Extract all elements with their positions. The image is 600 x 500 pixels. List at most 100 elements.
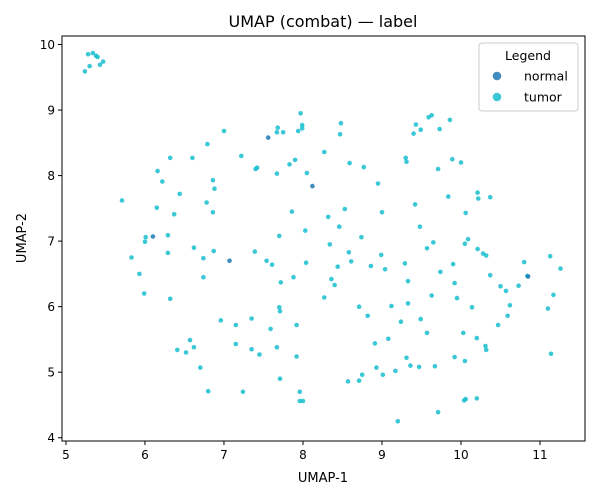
x-tick-label-8: 8 <box>299 448 307 462</box>
tumor-point-28 <box>177 191 182 197</box>
tumor-point-173 <box>474 396 480 401</box>
tumor-point-175 <box>483 343 488 349</box>
tumor-point-145 <box>257 352 262 357</box>
tumor-point-0 <box>82 69 88 74</box>
tumor-point-126 <box>389 303 394 309</box>
tumor-point-91 <box>378 252 384 258</box>
normal-point-1 <box>310 183 315 189</box>
tumor-point-176 <box>483 347 489 353</box>
x-tick-label-10: 10 <box>453 448 468 462</box>
y-axis-label: UMAP-2 <box>15 213 30 263</box>
tumor-point-142 <box>205 388 211 394</box>
tumor-point-123 <box>322 295 327 300</box>
tumor-point-118 <box>507 303 513 308</box>
tumor-point-101 <box>483 253 489 258</box>
tumor-point-47 <box>450 156 455 162</box>
x-tick-label-6: 6 <box>141 448 149 462</box>
tumor-point-131 <box>277 308 283 314</box>
tumor-point-168 <box>452 354 457 360</box>
tumor-point-41 <box>347 160 352 166</box>
legend: Legend normal tumor <box>478 42 579 112</box>
tumor-point-121 <box>505 313 510 319</box>
tumor-point-57 <box>204 200 209 205</box>
tumor-point-144 <box>249 347 254 352</box>
legend-entries: normal tumor <box>492 69 568 105</box>
tumor-point-8 <box>221 128 227 134</box>
tumor-point-78 <box>252 249 258 254</box>
tumor-point-42 <box>361 164 367 170</box>
tumor-point-177 <box>548 351 554 357</box>
tumor-point-108 <box>547 253 553 259</box>
tumor-point-140 <box>191 345 197 350</box>
tumor-point-164 <box>416 364 422 370</box>
tumor-point-153 <box>345 379 351 384</box>
tumor-point-117 <box>469 305 475 310</box>
tumor-point-119 <box>551 292 556 298</box>
tumor-point-12 <box>295 128 301 134</box>
tumor-point-99 <box>475 246 480 252</box>
tumor-point-43 <box>375 181 381 186</box>
tumor-point-77 <box>211 248 216 254</box>
tumor-point-83 <box>303 260 309 266</box>
tumor-point-154 <box>356 378 362 384</box>
tumor-point-114 <box>167 296 173 302</box>
tumor-point-178 <box>458 160 464 165</box>
tumor-point-80 <box>269 262 275 268</box>
tumor-point-13 <box>298 111 303 116</box>
tumor-point-22 <box>429 113 435 118</box>
tumor-point-111 <box>137 271 142 277</box>
tumor-point-157 <box>374 365 379 370</box>
tumor-point-93 <box>402 261 408 266</box>
tumor-point-103 <box>498 284 503 289</box>
tumor-point-109 <box>558 266 563 271</box>
y-tick-label-10: 10 <box>40 38 55 52</box>
tumor-point-70 <box>465 236 471 242</box>
tumor-point-5 <box>95 54 100 60</box>
y-tick-label-8: 8 <box>47 169 55 183</box>
tumor-point-71 <box>142 239 148 245</box>
tumor-point-33 <box>239 153 244 159</box>
tumor-point-29 <box>190 155 195 161</box>
legend-marker-tumor <box>492 92 502 102</box>
tumor-point-116 <box>454 295 460 301</box>
tumor-point-97 <box>450 261 456 267</box>
tumor-point-36 <box>274 171 280 176</box>
tumor-point-73 <box>165 232 171 238</box>
tumor-point-61 <box>303 228 308 233</box>
tumor-point-35 <box>254 165 260 170</box>
tumor-point-55 <box>154 205 160 210</box>
tumor-point-50 <box>487 194 493 200</box>
tumor-point-106 <box>521 259 527 265</box>
tumor-point-151 <box>297 398 303 404</box>
tumor-point-26 <box>167 155 173 161</box>
tumor-point-56 <box>171 212 177 217</box>
tumor-point-166 <box>432 364 438 369</box>
tumor-point-125 <box>365 313 371 319</box>
tumor-point-10 <box>274 130 280 135</box>
y-tick-label-7: 7 <box>47 235 55 249</box>
tumor-point-156 <box>372 341 378 346</box>
tumor-point-49 <box>476 196 481 201</box>
y-tick-label-4: 4 <box>47 431 55 445</box>
tumor-point-72 <box>143 234 148 240</box>
x-axis: 5 6 7 8 9 10 11 <box>62 441 548 462</box>
tumor-point-128 <box>418 316 424 322</box>
tumor-point-159 <box>386 336 391 342</box>
y-tick-label-5: 5 <box>47 366 55 380</box>
tumor-point-69 <box>462 241 468 246</box>
tumor-point-53 <box>446 194 451 199</box>
tumor-point-59 <box>277 233 282 239</box>
tumor-point-24 <box>447 117 453 123</box>
tumor-point-120 <box>545 306 551 311</box>
tumor-point-18 <box>413 122 419 127</box>
x-tick-label-9: 9 <box>378 448 386 462</box>
tumor-point-84 <box>327 242 333 247</box>
tumor-point-68 <box>431 240 436 245</box>
tumor-point-163 <box>408 363 413 368</box>
tumor-point-11 <box>280 130 286 135</box>
tumor-point-122 <box>495 322 501 328</box>
tumor-point-67 <box>417 224 423 229</box>
tumor-point-31 <box>210 177 216 183</box>
tumor-point-75 <box>191 245 197 250</box>
